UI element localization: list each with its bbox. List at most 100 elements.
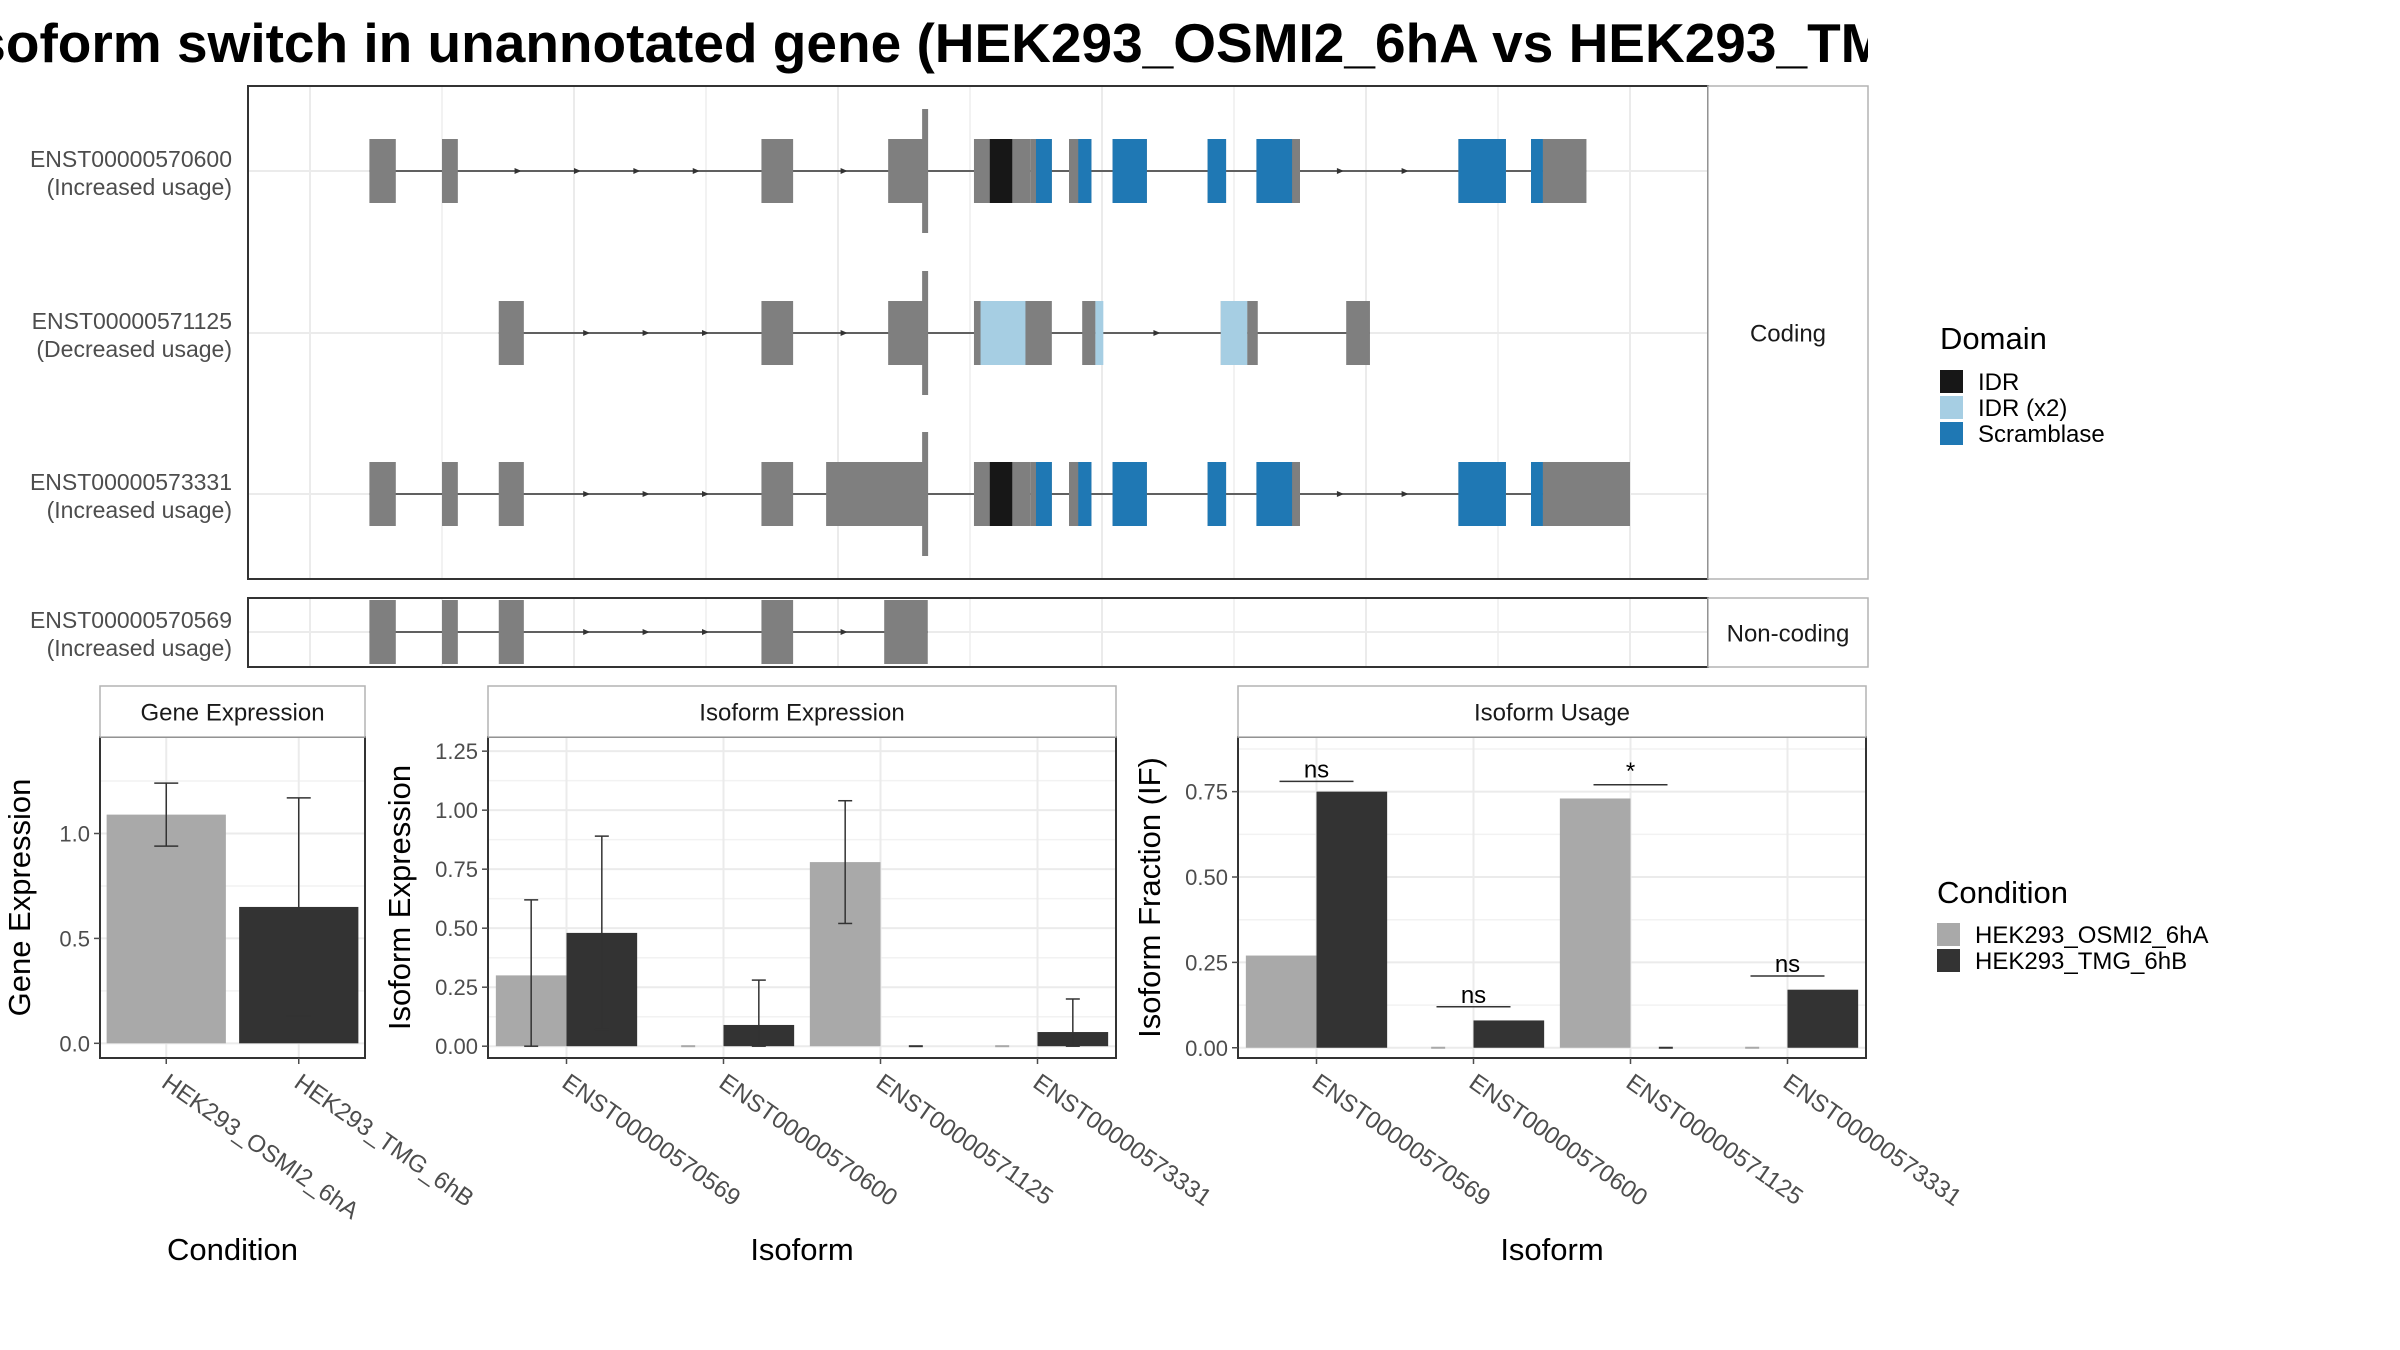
isoform-usage-title: Isoform Usage	[1474, 700, 1630, 727]
exon	[1542, 139, 1587, 203]
exon	[1247, 301, 1258, 365]
transcript-ENST00000571125	[498, 271, 1370, 395]
exon	[761, 139, 794, 203]
gene-expression-title: Gene Expression	[140, 700, 324, 727]
isoform-usage-ytick-label: 0.50	[1185, 865, 1228, 890]
exon	[888, 139, 926, 203]
strand-arrow	[642, 330, 650, 336]
domain-idr	[989, 462, 1013, 526]
domain-scramblase	[1531, 139, 1543, 203]
domain-scramblase	[1256, 139, 1293, 203]
isoform-usage-significance-label: *	[1626, 758, 1635, 785]
gene-expression-ytick-label: 0.0	[59, 1031, 90, 1056]
exon	[1082, 301, 1096, 365]
isoform-usage-bar	[1245, 955, 1317, 1048]
domain-scramblase	[1207, 462, 1227, 526]
domain-idr-x2-	[1220, 301, 1248, 365]
domain-legend-label: IDR	[1978, 369, 2019, 396]
exon	[442, 600, 458, 664]
isoform-expression-ylabel: Isoform Expression	[382, 765, 417, 1030]
gene-expression-ylabel: Gene Expression	[2, 779, 37, 1017]
isoform-usage-ylabel: Isoform Fraction (IF)	[1132, 757, 1167, 1038]
isoform-usage-xlabel: Isoform	[1500, 1232, 1603, 1267]
domain-legend-label: Scramblase	[1978, 421, 2105, 448]
strand-arrow	[583, 629, 591, 635]
isoform-expression-ytick-label: 0.75	[435, 857, 478, 882]
domain-legend-label: IDR (x2)	[1978, 395, 2067, 422]
cds-start-tick	[922, 432, 929, 556]
domain-idr-x2-	[1095, 301, 1104, 365]
figure-title: Isoform switch in unannotated gene (HEK2…	[0, 12, 1868, 74]
transcript-label: ENST00000571125	[32, 308, 232, 334]
condition-legend-label: HEK293_TMG_6hB	[1975, 948, 2187, 975]
exon	[442, 462, 458, 526]
strip-non-coding	[1707, 597, 1869, 668]
strand-arrow	[840, 629, 848, 635]
strand-arrow	[1153, 330, 1161, 336]
strand-arrow	[702, 330, 709, 336]
strand-arrow	[633, 168, 641, 174]
domain-scramblase	[1531, 462, 1543, 526]
exon	[498, 462, 524, 526]
domain-scramblase	[1458, 139, 1506, 203]
isoform-expression-ytick-label: 0.25	[435, 975, 478, 1000]
gene-expression-ytick-label: 1.0	[59, 822, 90, 847]
transcript-label: ENST00000573331	[30, 469, 232, 495]
domain-legend-swatch	[1940, 422, 1963, 445]
exon	[761, 301, 794, 365]
transcript-ENST00000570600	[369, 109, 1587, 233]
strand-arrow	[1401, 491, 1409, 497]
domain-idr	[989, 139, 1013, 203]
strand-arrow	[573, 168, 581, 174]
cds-start-tick	[922, 109, 929, 233]
isoform-expression-ytick-label: 0.50	[435, 916, 478, 941]
condition-legend-title: Condition	[1937, 875, 2068, 910]
exon	[761, 462, 794, 526]
isoform-usage-significance-label: ns	[1461, 982, 1486, 1009]
isoform-expression-title-strip	[487, 685, 1117, 738]
transcript-usage-label: (Increased usage)	[47, 635, 232, 661]
isoform-usage-bar	[1316, 791, 1388, 1048]
gene-expression-xlabel: Condition	[167, 1232, 298, 1267]
isoform-usage-bar	[1559, 798, 1631, 1048]
domain-legend-swatch	[1940, 396, 1963, 419]
strand-arrow	[1336, 168, 1344, 174]
transcript-label: ENST00000570600	[30, 146, 232, 172]
condition-legend-swatch	[1937, 923, 1960, 946]
domain-legend-swatch	[1940, 370, 1963, 393]
strand-arrow	[840, 330, 848, 336]
domain-scramblase	[1112, 462, 1147, 526]
isoform-expression-ytick-label: 1.00	[435, 798, 478, 823]
exon	[826, 462, 926, 526]
domain-scramblase	[1458, 462, 1506, 526]
isoform-usage-ytick-label: 0.75	[1185, 780, 1228, 805]
strand-arrow	[514, 168, 522, 174]
condition-legend-label: HEK293_OSMI2_6hA	[1975, 922, 2208, 949]
domain-scramblase	[1078, 462, 1092, 526]
isoform-usage-title-strip	[1237, 685, 1867, 738]
domain-idr-x2-	[980, 301, 1026, 365]
domain-legend-title: Domain	[1940, 321, 2047, 356]
exon	[369, 600, 396, 664]
isoform-usage-ytick-label: 0.00	[1185, 1036, 1228, 1061]
domain-scramblase	[1036, 139, 1052, 203]
strand-arrow	[1401, 168, 1409, 174]
transcript-ENST00000573331	[369, 432, 1630, 556]
strand-arrow	[702, 629, 709, 635]
cds-start-tick	[922, 271, 929, 395]
exon	[761, 600, 794, 664]
isoform-usage-significance-label: ns	[1775, 951, 1800, 978]
domain-scramblase	[1256, 462, 1293, 526]
transcript-usage-label: (Decreased usage)	[36, 336, 232, 362]
exon	[888, 301, 926, 365]
exon	[1542, 462, 1630, 526]
exon	[498, 600, 524, 664]
strand-arrow	[702, 491, 709, 497]
transcript-usage-label: (Increased usage)	[47, 497, 232, 523]
domain-scramblase	[1112, 139, 1147, 203]
strand-arrow	[583, 491, 591, 497]
strip-coding	[1707, 85, 1869, 580]
gene-expression-bar	[106, 814, 226, 1044]
strand-arrow	[1336, 491, 1344, 497]
